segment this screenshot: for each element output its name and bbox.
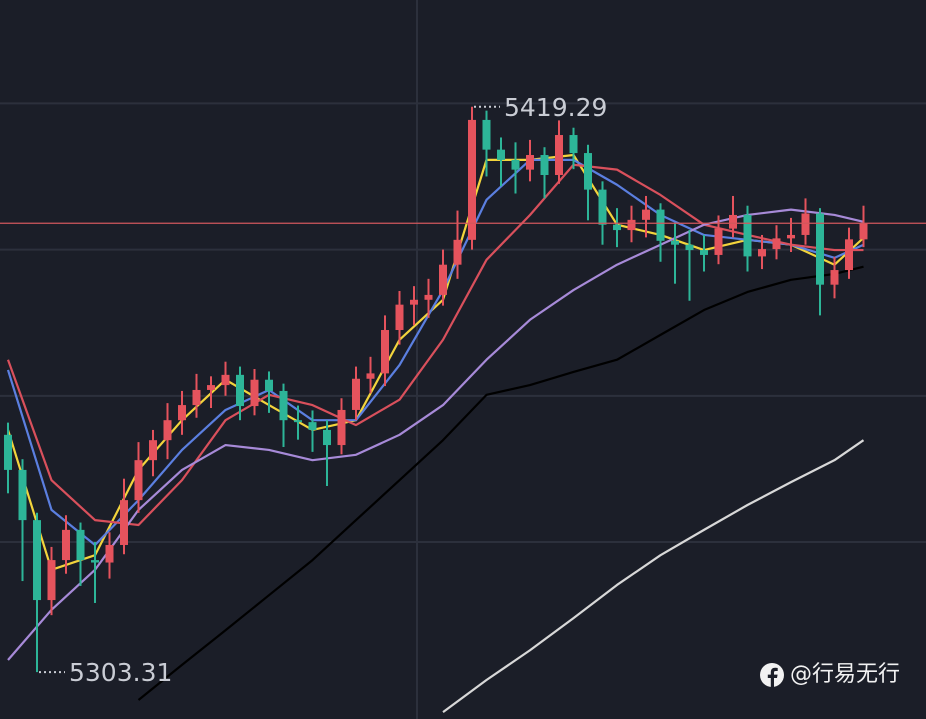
candle-body bbox=[265, 379, 273, 391]
candle-body bbox=[236, 374, 244, 407]
candle-body bbox=[801, 213, 810, 235]
candle-body bbox=[207, 385, 215, 390]
candle-body bbox=[569, 135, 578, 154]
candle-body bbox=[279, 390, 288, 421]
candle-body bbox=[758, 249, 766, 257]
candle-body bbox=[526, 155, 534, 170]
candle-body bbox=[642, 209, 650, 220]
candle-body bbox=[294, 420, 302, 423]
candle-body bbox=[424, 294, 433, 300]
candle-body bbox=[468, 119, 476, 240]
extreme-label: 5303.31 bbox=[69, 658, 172, 687]
candle-body bbox=[613, 224, 621, 231]
ma-lines bbox=[6, 153, 865, 714]
candle-body bbox=[743, 214, 752, 257]
candle-body bbox=[714, 228, 723, 255]
candle-body bbox=[33, 520, 41, 601]
candle-body bbox=[308, 422, 317, 430]
candle-body bbox=[497, 149, 505, 160]
candle-body bbox=[149, 440, 157, 461]
candle-body bbox=[511, 159, 520, 170]
candle-body bbox=[381, 330, 389, 374]
watermark: @行易无行 bbox=[760, 662, 900, 688]
watermark-text: @行易无行 bbox=[790, 662, 900, 687]
candle-body bbox=[555, 135, 563, 175]
candle-body bbox=[47, 560, 56, 601]
candle-body bbox=[439, 264, 447, 295]
candle-body bbox=[105, 544, 114, 563]
extreme-label: 5419.29 bbox=[504, 93, 607, 122]
labels: 5419.29 5303.31 bbox=[0, 93, 926, 687]
candles bbox=[4, 106, 868, 673]
candle-body bbox=[671, 240, 679, 245]
candle-body bbox=[120, 500, 128, 545]
candle-body bbox=[62, 529, 70, 561]
candle-body bbox=[845, 239, 853, 271]
candle-body bbox=[134, 460, 143, 501]
ma-line bbox=[442, 439, 865, 714]
ma-line bbox=[7, 208, 864, 661]
candle-body bbox=[772, 238, 781, 250]
candle-body bbox=[584, 153, 592, 190]
candle-body bbox=[830, 270, 839, 285]
candle-body bbox=[787, 234, 795, 239]
candle-body bbox=[685, 244, 694, 251]
candle-body bbox=[163, 420, 172, 441]
candle-body bbox=[729, 214, 737, 229]
candle-body bbox=[91, 560, 99, 563]
candle-body bbox=[221, 374, 230, 386]
candle-body bbox=[337, 409, 346, 446]
candle-body bbox=[656, 209, 665, 241]
candle-body bbox=[410, 299, 418, 305]
candle-body bbox=[366, 373, 375, 379]
candle-body bbox=[816, 213, 824, 285]
candle-body bbox=[540, 155, 549, 175]
ma-line bbox=[137, 265, 864, 701]
candle-body bbox=[250, 379, 259, 407]
candle-body bbox=[178, 405, 186, 421]
candle-body bbox=[482, 119, 491, 150]
candle-body bbox=[395, 304, 404, 331]
watermark-icon-glyph bbox=[767, 667, 778, 688]
candle-body bbox=[700, 250, 708, 255]
candle-body bbox=[859, 223, 868, 240]
candle-body bbox=[18, 469, 27, 521]
candle-body bbox=[4, 434, 12, 470]
candle-body bbox=[192, 389, 201, 406]
candle-body bbox=[76, 529, 85, 561]
candle-body bbox=[598, 189, 607, 225]
candle-body bbox=[453, 239, 462, 265]
candle-body bbox=[323, 429, 331, 446]
candle-body bbox=[627, 219, 636, 231]
candle-body bbox=[352, 378, 360, 410]
